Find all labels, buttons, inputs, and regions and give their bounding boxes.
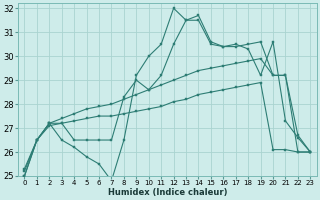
X-axis label: Humidex (Indice chaleur): Humidex (Indice chaleur)	[108, 188, 227, 197]
